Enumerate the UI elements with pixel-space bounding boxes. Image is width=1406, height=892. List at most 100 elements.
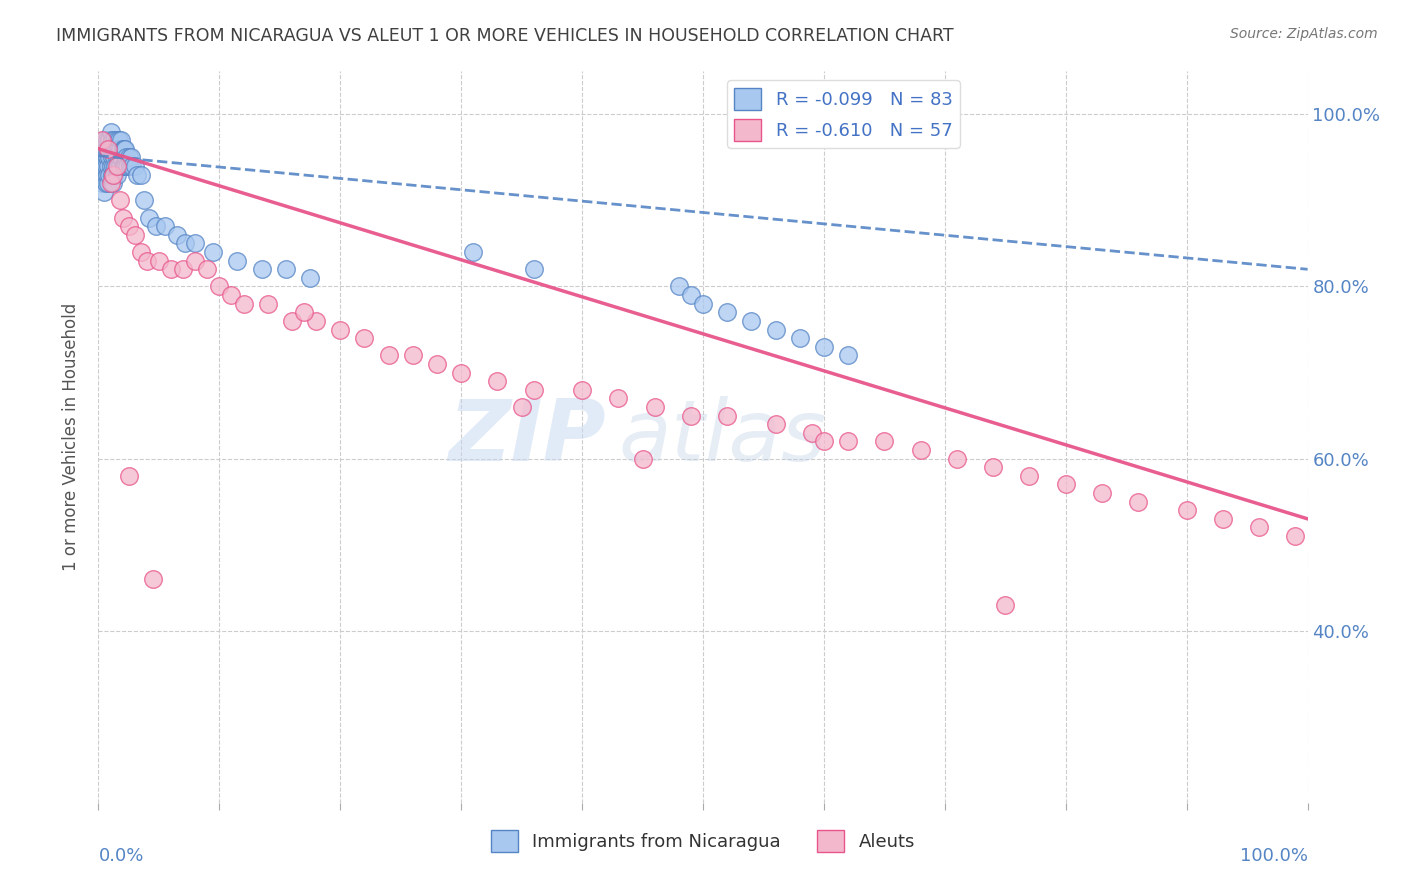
Point (1284, 529, 1306, 543)
Point (679, 409, 702, 423)
Point (1054, 477, 1077, 491)
Point (202, 245, 225, 260)
Point (145, 219, 167, 234)
Point (98, 150, 121, 164)
Point (946, 451, 969, 466)
Point (90, 159, 112, 173)
Text: IMMIGRANTS FROM NICARAGUA VS ALEUT 1 OR MORE VEHICLES IN HOUSEHOLD CORRELATION C: IMMIGRANTS FROM NICARAGUA VS ALEUT 1 OR … (56, 27, 953, 45)
Point (93, 159, 115, 173)
Point (377, 348, 399, 362)
Point (135, 253, 157, 268)
Point (292, 305, 315, 319)
Point (108, 159, 131, 173)
Point (105, 168, 128, 182)
Point (103, 133, 125, 147)
Point (631, 451, 654, 466)
Point (134, 194, 156, 208)
Point (226, 253, 249, 268)
Point (142, 572, 165, 586)
Point (1249, 520, 1271, 534)
Point (93, 185, 115, 199)
Point (353, 331, 375, 345)
Point (91, 150, 114, 164)
Point (114, 159, 136, 173)
Point (100, 168, 122, 182)
Point (184, 236, 207, 251)
Point (716, 409, 738, 423)
Point (813, 340, 835, 354)
Point (91, 176, 114, 190)
Point (668, 279, 690, 293)
Point (118, 219, 141, 234)
Point (607, 392, 630, 406)
Point (100, 142, 122, 156)
Point (523, 262, 546, 277)
Point (97, 159, 120, 173)
Point (160, 262, 183, 277)
Point (97, 142, 120, 156)
Point (463, 245, 485, 260)
Point (111, 211, 134, 225)
Point (101, 142, 124, 156)
Point (105, 159, 128, 173)
Point (1175, 503, 1198, 517)
Point (692, 296, 714, 310)
Point (221, 288, 243, 302)
Point (813, 434, 835, 449)
Point (96, 133, 118, 147)
Point (94, 142, 117, 156)
Point (100, 150, 122, 164)
Point (108, 142, 131, 156)
Point (111, 159, 134, 173)
Point (1018, 468, 1040, 483)
Point (93, 133, 115, 147)
Point (174, 236, 197, 251)
Point (104, 159, 127, 173)
Point (800, 425, 823, 440)
Point (110, 133, 132, 147)
Point (994, 598, 1017, 612)
Point (148, 253, 170, 268)
Point (138, 211, 160, 225)
Point (837, 348, 859, 362)
Point (873, 434, 896, 449)
Legend: Immigrants from Nicaragua, Aleuts: Immigrants from Nicaragua, Aleuts (484, 823, 922, 860)
Point (208, 279, 231, 293)
Point (91, 168, 114, 182)
Point (281, 314, 304, 328)
Point (118, 468, 141, 483)
Point (101, 159, 124, 173)
Point (486, 374, 509, 388)
Point (274, 262, 297, 277)
Point (510, 400, 533, 414)
Point (172, 262, 194, 277)
Point (100, 125, 122, 139)
Point (98, 168, 121, 182)
Point (107, 159, 129, 173)
Point (112, 159, 135, 173)
Point (110, 150, 132, 164)
Point (105, 133, 128, 147)
Point (111, 142, 134, 156)
Point (765, 322, 787, 336)
Point (103, 168, 125, 182)
Point (299, 271, 322, 285)
Point (571, 383, 593, 397)
Text: 100.0%: 100.0% (1240, 847, 1308, 864)
Y-axis label: 1 or more Vehicles in Household: 1 or more Vehicles in Household (62, 303, 80, 571)
Point (120, 150, 142, 164)
Point (124, 159, 146, 173)
Point (450, 366, 472, 380)
Point (108, 133, 131, 147)
Point (644, 400, 666, 414)
Point (184, 253, 207, 268)
Point (96, 150, 118, 164)
Point (108, 194, 131, 208)
Point (837, 434, 859, 449)
Point (153, 219, 176, 234)
Point (765, 417, 787, 432)
Point (1128, 494, 1150, 508)
Point (250, 262, 273, 277)
Point (105, 150, 128, 164)
Point (94, 159, 117, 173)
